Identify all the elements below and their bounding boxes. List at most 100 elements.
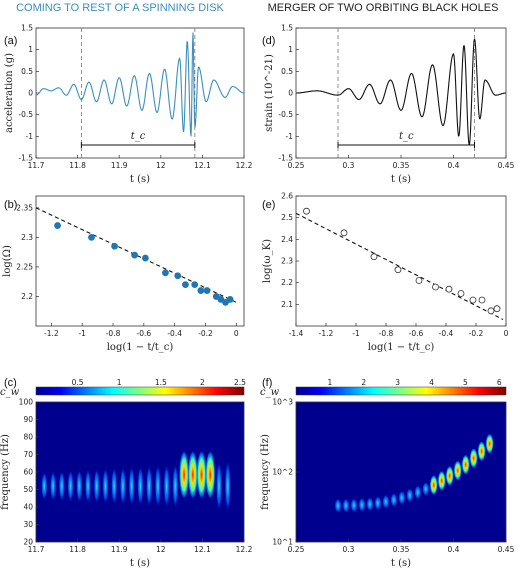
c-xtick-label: 12.1	[194, 545, 211, 554]
a-xtick-label: 11.8	[69, 161, 86, 170]
e-data-point	[370, 253, 378, 261]
c-ylabel: frequency (Hz)	[0, 434, 11, 510]
f-heatmap-cell	[461, 454, 470, 475]
c-colorbar-tick: 2	[200, 378, 205, 387]
b-ytick-label: 2.3	[21, 233, 33, 242]
panel-label-f: (f)	[262, 377, 272, 389]
f-colorbar-tick: 5	[463, 378, 468, 387]
chart-d-strain: 0.25 0.3 0.35 0.4 0.45 -1.5 -1 -0.5 0 0.5 1 1.5 t_ct…	[264, 24, 515, 186]
c-ytick-label: 60	[23, 468, 33, 477]
c-xtick-label: 12.2	[236, 545, 253, 554]
f-heatmap-cell	[366, 497, 374, 512]
f-heatmap-cell	[469, 448, 478, 469]
e-ytick-label: 2.2	[281, 278, 293, 287]
f-colorbar-tick: 6	[497, 378, 502, 387]
e-data-point	[487, 307, 495, 315]
e-ytick-label: 2.1	[281, 300, 293, 309]
c-ytick-label: 80	[23, 433, 33, 442]
a-ytick-label: 0.5	[21, 67, 33, 76]
c-ytick-label: 100	[19, 398, 34, 407]
e-data-point	[340, 229, 348, 237]
a-xtick-label: 11.9	[111, 161, 128, 170]
e-xtick-label: -1.4	[289, 329, 304, 338]
e-xlabel: log(1 − t/t_c)	[368, 342, 435, 353]
b-data-point	[182, 281, 189, 289]
e-data-point	[445, 285, 453, 293]
d-ytick-label: -1	[286, 132, 294, 141]
chart-f-spectrogram: c_w 1 2 3 4 5 6 0.25 0.3 0.35 0.4 0.45 10^1 10^2 10^3 t…	[260, 378, 515, 569]
a-series-line	[35, 32, 244, 137]
c-ytick-label: 40	[23, 503, 33, 512]
c-xtick-label: 12	[156, 545, 166, 554]
a-xlabel: t (s)	[130, 174, 150, 185]
f-ytick-label: 10^2	[272, 468, 293, 477]
panel-label-d: (d)	[262, 35, 275, 47]
b-data-point	[162, 269, 169, 277]
e-xtick-label: -0.4	[439, 329, 454, 338]
f-heatmap-cell	[390, 492, 398, 507]
e-ylabel: log(ω_K)	[262, 239, 273, 283]
a-xtick-label: 12.1	[194, 161, 211, 170]
f-heatmap-cell	[477, 441, 486, 462]
e-ytick-label: 2.5	[281, 213, 293, 222]
c-heatmap-cell	[179, 450, 190, 499]
d-xtick-label: 0.25	[288, 161, 305, 170]
a-ytick-label: 0	[28, 89, 33, 98]
a-xtick-label: 11.7	[28, 161, 45, 170]
c-xtick-label: 11.7	[28, 545, 45, 554]
f-heatmap-cell	[334, 498, 342, 513]
d-xtick-label: 0.4	[448, 161, 460, 170]
f-heatmap-cell	[445, 465, 454, 486]
f-heatmap-cell	[453, 460, 462, 481]
b-xtick-label: -0.8	[106, 329, 121, 338]
chart-e-log-omega-k: -1.4 -1.2 -1 -0.8 -0.6 -0.4 -0.2 0 2.1 2.2 2.3 2.4 2…	[262, 192, 509, 354]
b-xtick-label: -0.6	[137, 329, 152, 338]
chart-c-spectrogram: c_w 0.5 1 1.5 2 2.5 11.7 11.8 11.9 12 12.1 12.2 20 30…	[0, 378, 253, 569]
f-colorbar-tick: 3	[395, 378, 400, 387]
panel-label-a: (a)	[4, 35, 17, 47]
f-colorbar-tick: 1	[327, 378, 332, 387]
c-heatmap-cell	[67, 470, 74, 502]
c-heatmap-cell	[187, 450, 198, 499]
f-heatmap-cell	[382, 494, 390, 509]
b-data-point	[54, 222, 61, 229]
f-ylabel: frequency (Hz)	[260, 434, 271, 510]
e-ytick-label: 2.3	[281, 257, 293, 266]
b-ytick-label: 2.35	[16, 203, 33, 212]
f-xtick-label: 0.35	[393, 545, 410, 554]
f-heatmap-cell	[358, 497, 366, 512]
e-xtick-label: -0.6	[409, 329, 424, 338]
e-data-point	[493, 305, 501, 313]
b-ytick-label: 2.2	[21, 292, 33, 301]
c-heatmap-cell	[224, 461, 231, 511]
c-heatmap-cell	[172, 464, 179, 508]
b-xtick-label: -0.2	[198, 329, 213, 338]
c-heatmap-cell	[93, 469, 100, 503]
f-heatmap-bg	[296, 402, 506, 542]
f-xtick-label: 0.4	[448, 545, 460, 554]
e-fit-line	[295, 212, 504, 320]
b-xtick-label: -1.2	[44, 329, 59, 338]
e-data-point	[478, 296, 486, 304]
left-header: COMING TO REST OF A SPINNING DISK	[16, 2, 224, 14]
e-ytick-label: 2.4	[281, 235, 293, 244]
a-xtick-label: 12	[156, 161, 166, 170]
f-heatmap-cell	[342, 498, 350, 513]
c-heatmap-cell	[102, 468, 109, 504]
c-colorbar-tick: 2.5	[234, 378, 246, 387]
c-heatmap-cell	[137, 466, 144, 506]
d-series-line	[296, 38, 506, 145]
c-colorbar	[35, 386, 245, 396]
c-heatmap-cell	[205, 450, 216, 499]
b-data-point	[226, 296, 234, 303]
e-xtick-label: -1	[352, 329, 360, 338]
b-data-point	[88, 233, 95, 241]
a-ytick-label: -1	[26, 132, 34, 141]
f-heatmap-cell	[414, 485, 422, 500]
d-ytick-label: -1.5	[278, 154, 293, 163]
d-ytick-label: 1	[288, 45, 293, 54]
c-heatmap-cell	[146, 466, 153, 506]
c-heatmap-cell	[76, 470, 83, 502]
a-ytick-label: -1.5	[18, 154, 33, 163]
c-xtick-label: 11.8	[69, 545, 86, 554]
